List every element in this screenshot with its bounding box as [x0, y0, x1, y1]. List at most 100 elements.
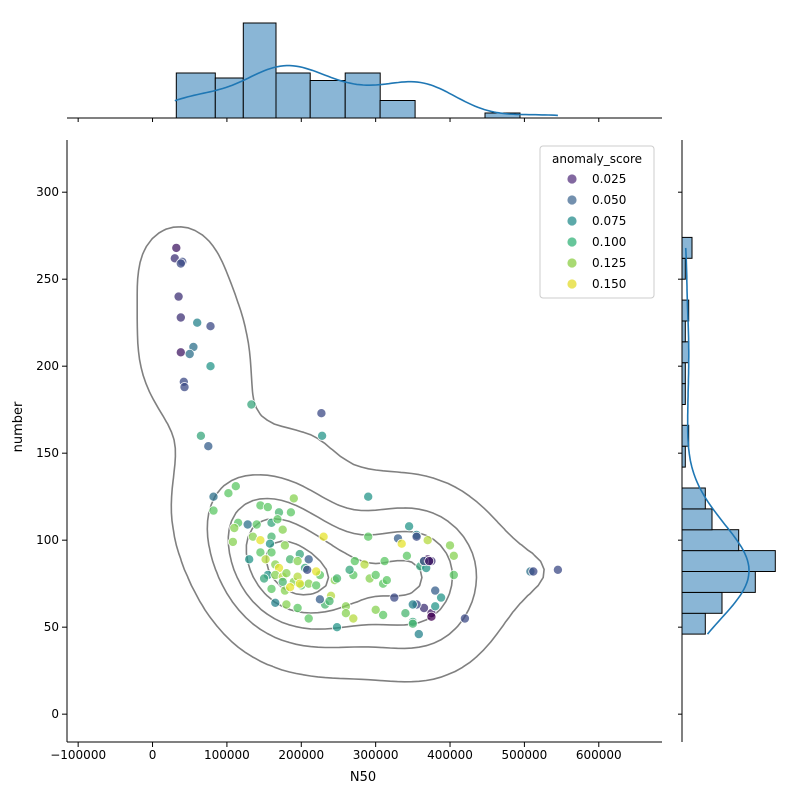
y-histogram-bar — [681, 236, 693, 259]
legend-marker — [567, 258, 577, 268]
y-histogram-bar — [681, 612, 706, 635]
scatter-point — [246, 399, 257, 410]
scatter-point — [279, 540, 290, 551]
scatter-point — [400, 608, 411, 619]
legend-marker — [567, 174, 577, 184]
scatter-point — [260, 554, 271, 565]
scatter-point — [208, 505, 219, 516]
scatter-point — [285, 507, 296, 518]
y-kde-curve — [684, 247, 750, 635]
y-histogram-bar — [681, 529, 740, 552]
scatter-point — [262, 502, 273, 513]
legend-marker — [567, 216, 577, 226]
scatter-point — [175, 258, 186, 269]
scatter-point — [285, 582, 296, 593]
legend-box — [539, 145, 655, 299]
x-histogram-bar — [242, 22, 277, 119]
legend-label: 0.075 — [592, 214, 626, 228]
scatter-point — [331, 573, 342, 584]
scatter-point — [401, 550, 412, 561]
scatter-point — [379, 556, 390, 567]
scatter-point — [229, 523, 240, 534]
legend: anomaly_score 0.025 0.050 0.075 0.100 0.125 0.… — [539, 145, 655, 299]
scatter-point — [303, 613, 314, 624]
scatter-point — [184, 348, 195, 359]
scatter-point — [349, 556, 360, 567]
x-axis-label: N50 — [350, 770, 376, 785]
x-histogram-bar — [379, 100, 416, 119]
kde-contour-line — [136, 226, 545, 683]
scatter-point — [244, 554, 255, 565]
scatter-point — [270, 597, 281, 608]
scatter-point — [389, 592, 400, 603]
y-tick-label: 300 — [36, 185, 59, 199]
legend-label: 0.125 — [592, 256, 626, 270]
scatter-point — [179, 382, 190, 393]
scatter-point — [552, 564, 563, 575]
x-tick-label: 200000 — [278, 748, 324, 762]
scatter-point — [266, 583, 277, 594]
scatter-point — [331, 622, 342, 633]
right-marginal-histogram — [678, 140, 776, 742]
scatter-point — [281, 568, 292, 579]
scatter-points — [169, 242, 563, 640]
scatter-point — [302, 564, 313, 575]
scatter-point — [311, 580, 322, 591]
scatter-point — [430, 601, 441, 612]
x-histogram-bar — [214, 77, 244, 119]
y-histogram-bar — [681, 341, 690, 364]
y-tick-label: 50 — [44, 620, 59, 634]
x-tick-label: 500000 — [502, 748, 548, 762]
scatter-point — [448, 570, 459, 581]
x-tick-label: 100000 — [204, 748, 250, 762]
y-histogram-bar — [681, 508, 713, 531]
scatter-point — [205, 321, 216, 332]
legend-label: 0.150 — [592, 277, 626, 291]
x-kde-curve — [174, 64, 558, 117]
scatter-point — [413, 629, 424, 640]
scatter-point — [264, 538, 275, 549]
scatter-point — [381, 575, 392, 586]
scatter-point — [396, 538, 407, 549]
scatter-point — [292, 603, 303, 614]
legend-marker — [567, 279, 577, 289]
x-histogram-bar — [275, 72, 311, 119]
x-tick-label: 600000 — [576, 748, 622, 762]
scatter-plot-area: −100000 0 100000 200000 300000 400000 500000 60… — [36, 140, 662, 762]
scatter-point — [363, 491, 374, 502]
x-histogram-bar — [309, 80, 346, 119]
y-histogram-bar — [681, 591, 723, 614]
scatter-point — [175, 312, 186, 323]
x-tick-label: 300000 — [353, 748, 399, 762]
scatter-point — [436, 592, 447, 603]
scatter-point — [266, 547, 277, 558]
scatter-point — [171, 242, 182, 253]
scatter-point — [292, 556, 303, 567]
scatter-point — [255, 535, 266, 546]
scatter-point — [424, 556, 435, 567]
scatter-point — [404, 521, 415, 532]
y-histogram-bar — [681, 550, 776, 572]
main-axes: −100000 0 100000 200000 300000 400000 500000 60… — [36, 140, 662, 762]
scatter-point — [370, 570, 381, 581]
scatter-point — [528, 566, 539, 577]
scatter-point — [344, 564, 355, 575]
legend-label: 0.100 — [592, 235, 626, 249]
scatter-point — [195, 430, 206, 441]
scatter-point — [208, 491, 219, 502]
kde-contours — [136, 226, 545, 683]
x-tick-label: 0 — [149, 748, 157, 762]
y-tick-label: 100 — [36, 533, 59, 547]
scatter-point — [444, 540, 455, 551]
scatter-point — [251, 519, 262, 530]
scatter-point — [430, 585, 441, 596]
x-tick-label: 400000 — [427, 748, 473, 762]
scatter-point — [426, 611, 437, 622]
scatter-point — [407, 599, 418, 610]
scatter-point — [192, 317, 203, 328]
scatter-point — [277, 524, 288, 535]
scatter-point — [316, 408, 327, 419]
y-tick-label: 0 — [51, 707, 59, 721]
scatter-point — [318, 531, 329, 542]
